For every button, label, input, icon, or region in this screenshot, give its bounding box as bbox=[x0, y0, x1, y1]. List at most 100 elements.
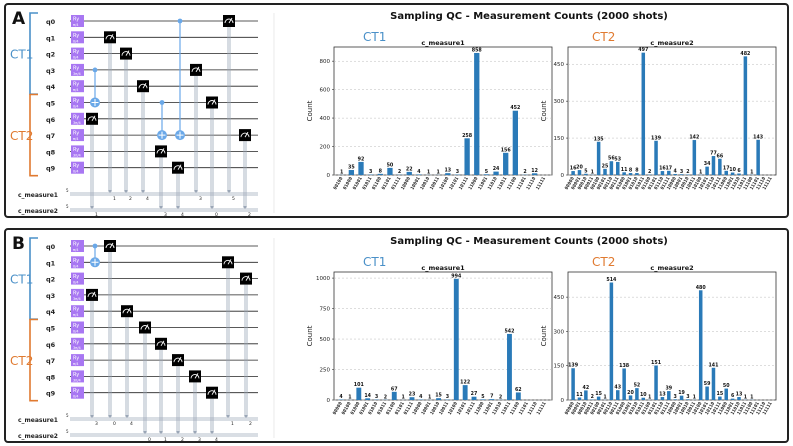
ry-gate bbox=[71, 370, 84, 383]
ry-gate-angle: π/4 bbox=[73, 137, 79, 141]
qubit-label: q5 bbox=[46, 325, 56, 333]
measure-arc bbox=[156, 341, 166, 346]
measure-meter-icon bbox=[206, 386, 218, 399]
y-tick-label: 200 bbox=[320, 145, 331, 151]
bar-value-label: 1 bbox=[648, 394, 651, 400]
cnot-plus bbox=[176, 131, 184, 139]
measure-arc bbox=[207, 390, 217, 395]
bar-value-label: 13 bbox=[444, 168, 451, 174]
bar-value-label: 13 bbox=[736, 392, 743, 398]
bar-value-label: 19 bbox=[678, 390, 685, 396]
bar-value-label: 53 bbox=[614, 156, 621, 162]
register-size: 5 bbox=[66, 413, 69, 418]
measure-meter-icon bbox=[139, 321, 151, 334]
bar-value-label: 11 bbox=[621, 167, 628, 173]
bar bbox=[453, 278, 459, 400]
bar-value-label: 15 bbox=[595, 391, 602, 397]
measure-needle bbox=[91, 291, 96, 298]
bar-value-label: 4 bbox=[417, 169, 421, 175]
measure-arrow bbox=[124, 190, 128, 193]
ry-gate bbox=[71, 145, 84, 158]
measure-bit-index: 5 bbox=[232, 196, 235, 202]
bar bbox=[483, 174, 490, 175]
measure-meter-icon bbox=[86, 288, 98, 301]
measure-arrow bbox=[143, 431, 147, 434]
bar bbox=[577, 397, 582, 400]
bar-value-label: 122 bbox=[460, 380, 470, 386]
measure-needle bbox=[144, 324, 149, 330]
bar-value-label: 3 bbox=[686, 394, 689, 400]
ry-gate-angle: π/4 bbox=[73, 362, 79, 366]
qubit-label: q1 bbox=[46, 259, 56, 267]
bar bbox=[616, 161, 620, 175]
bar bbox=[660, 171, 665, 175]
bar bbox=[571, 171, 575, 175]
qubit-label: q9 bbox=[46, 165, 56, 173]
bar bbox=[377, 173, 383, 175]
ry-gate-label: Ry bbox=[73, 356, 79, 362]
bar-value-label: 12 bbox=[531, 168, 538, 174]
measure-needle bbox=[91, 115, 96, 122]
chart-title: c_measure1 bbox=[421, 264, 465, 272]
chart-group-label: CT1 bbox=[363, 255, 386, 269]
qubit-label: q9 bbox=[46, 390, 56, 398]
measure-arrow bbox=[194, 190, 198, 193]
ry-gate bbox=[71, 288, 84, 301]
bar-value-label: 1 bbox=[693, 394, 696, 400]
classical-register-label: c_measure1 bbox=[18, 192, 58, 199]
bar-value-label: 101 bbox=[354, 382, 364, 388]
qubit-label: q6 bbox=[46, 116, 56, 124]
bar bbox=[705, 166, 709, 175]
bar bbox=[356, 387, 362, 400]
ry-gate-label: Ry bbox=[73, 65, 79, 71]
qubit-label: q0 bbox=[46, 18, 56, 26]
bar-value-label: 62 bbox=[515, 387, 522, 393]
ry-gate-label: Ry bbox=[73, 274, 79, 280]
ry-gate-label: Ry bbox=[73, 290, 79, 296]
control-dot-icon bbox=[92, 243, 98, 249]
panel-a: A CT1 CT2 q0 q1 q2 q3 q4 q5 q6 q7 q8 q9 c_measure1 5 c… bbox=[4, 3, 789, 218]
measure-arc bbox=[121, 51, 131, 56]
ry-gate bbox=[71, 15, 84, 27]
measure-arc bbox=[224, 18, 234, 24]
bar-value-label: 66 bbox=[717, 153, 724, 159]
bar-value-label: 16 bbox=[659, 166, 666, 172]
bar-value-label: 10 bbox=[640, 392, 647, 398]
bar-value-label: 20 bbox=[576, 165, 583, 171]
chart-group-label: CT2 bbox=[592, 30, 615, 44]
ry-gate bbox=[71, 240, 84, 252]
measure-arc bbox=[241, 276, 251, 281]
qubit-label: q3 bbox=[46, 67, 55, 75]
measure-meter-icon bbox=[189, 370, 201, 383]
bar bbox=[635, 388, 639, 400]
bar-value-label: 14 bbox=[364, 393, 371, 399]
bar-value-label: 92 bbox=[358, 156, 365, 162]
ry-gate-label: Ry bbox=[73, 323, 79, 329]
measure-bit-index: 4 bbox=[130, 421, 133, 427]
bar-value-label: 1 bbox=[348, 394, 351, 400]
bar bbox=[654, 365, 658, 400]
y-tick-label: 600 bbox=[320, 88, 331, 94]
ry-gate-angle: π/4 bbox=[73, 170, 79, 174]
y-tick-label: 500 bbox=[320, 337, 331, 343]
measure-arc bbox=[140, 325, 150, 330]
chart-title: c_measure2 bbox=[650, 264, 693, 272]
measure-needle bbox=[142, 82, 147, 89]
qubit-label: q2 bbox=[46, 276, 55, 284]
measure-arrow bbox=[90, 415, 94, 418]
ry-gate bbox=[71, 129, 84, 142]
ry-gate bbox=[71, 321, 84, 334]
cnot-plus bbox=[158, 131, 166, 139]
bar-value-label: 67 bbox=[391, 386, 398, 392]
measure-arc bbox=[87, 292, 97, 297]
bar-value-label: 142 bbox=[689, 135, 699, 141]
bar bbox=[531, 173, 538, 175]
measure-meter-icon bbox=[104, 240, 116, 252]
bar bbox=[660, 397, 665, 400]
measure-meter-icon bbox=[155, 337, 167, 350]
chart-suptitle: Sampling QC - Measurement Counts (2000 s… bbox=[390, 11, 668, 22]
measure-needle bbox=[177, 356, 182, 363]
ry-gate-label: Ry bbox=[73, 49, 79, 55]
measure-arrow bbox=[108, 415, 112, 418]
measure-needle bbox=[126, 307, 131, 314]
